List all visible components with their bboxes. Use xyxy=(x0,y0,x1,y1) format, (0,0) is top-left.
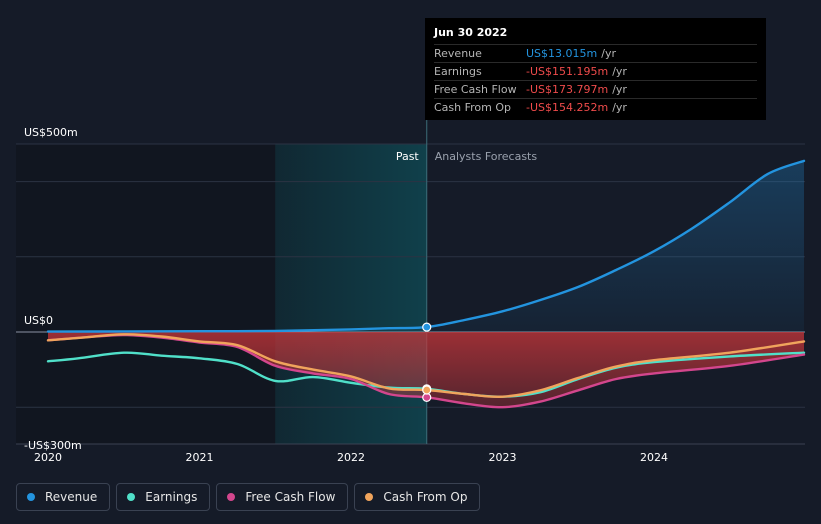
revenue-area xyxy=(48,160,804,332)
tooltip-row-value: US$13.015m xyxy=(526,47,598,60)
x-tick-label: 2021 xyxy=(186,451,214,464)
legend-dot-icon xyxy=(27,493,35,501)
tooltip-row: Revenue US$13.015m/yr xyxy=(434,44,757,62)
forecast-label: Analysts Forecasts xyxy=(435,150,538,163)
tooltip-row-value: -US$151.195m xyxy=(526,65,609,78)
legend-dot-icon xyxy=(227,493,236,501)
legend-label: Earnings xyxy=(145,490,198,504)
past-highlight xyxy=(275,144,427,444)
tooltip-row-label: Cash From Op xyxy=(434,101,512,114)
past-label: Past xyxy=(396,150,420,163)
series-line-revenue xyxy=(46,159,806,333)
tooltip-row-label: Revenue xyxy=(434,47,482,60)
x-tick-label: 2023 xyxy=(489,451,517,464)
tooltip-row-value: -US$173.797m xyxy=(526,83,609,96)
legend-label: Free Cash Flow xyxy=(245,490,336,504)
negative-area xyxy=(48,332,804,408)
legend-label: Cash From Op xyxy=(383,490,468,504)
legend-item-free-cash-flow[interactable]: Free Cash Flow xyxy=(216,483,349,511)
tooltip-row: Cash From Op -US$154.252m/yr xyxy=(434,98,757,116)
marker-cash-from-op xyxy=(422,385,432,395)
tooltip-row-unit: /yr xyxy=(612,101,627,114)
tooltip: Jun 30 2022 Revenue US$13.015m/yr Earnings… xyxy=(425,18,766,120)
x-tick-label: 2024 xyxy=(640,451,668,464)
tooltip-row-label: Earnings xyxy=(434,65,482,78)
legend: Revenue Earnings Free Cash Flow Cash From O… xyxy=(16,483,481,511)
tooltip-row: Free Cash Flow -US$173.797m/yr xyxy=(434,80,757,98)
tooltip-row: Earnings -US$151.195m/yr xyxy=(434,62,757,80)
legend-dot-icon xyxy=(365,493,374,501)
tooltip-row-unit: /yr xyxy=(612,83,627,96)
y-axis-label: US$0 xyxy=(24,314,53,327)
marker-revenue xyxy=(422,322,432,332)
tooltip-row-unit: /yr xyxy=(612,65,627,78)
y-axis-label: -US$300m xyxy=(24,439,82,452)
legend-dot-icon xyxy=(127,493,136,501)
tooltip-row-value: -US$154.252m xyxy=(526,101,609,114)
legend-item-earnings[interactable]: Earnings xyxy=(116,483,211,511)
y-axis-label: US$500m xyxy=(24,126,78,139)
x-tick-label: 2022 xyxy=(337,451,365,464)
legend-item-revenue[interactable]: Revenue xyxy=(16,483,111,511)
x-tick-label: 2020 xyxy=(34,451,62,464)
legend-item-cash-from-op[interactable]: Cash From Op xyxy=(354,483,481,511)
tooltip-row-label: Free Cash Flow xyxy=(434,83,517,96)
legend-label: Revenue xyxy=(45,490,98,504)
tooltip-row-unit: /yr xyxy=(601,47,616,60)
series-line-cash-from-op xyxy=(46,333,806,399)
tooltip-date: Jun 30 2022 xyxy=(434,26,508,39)
